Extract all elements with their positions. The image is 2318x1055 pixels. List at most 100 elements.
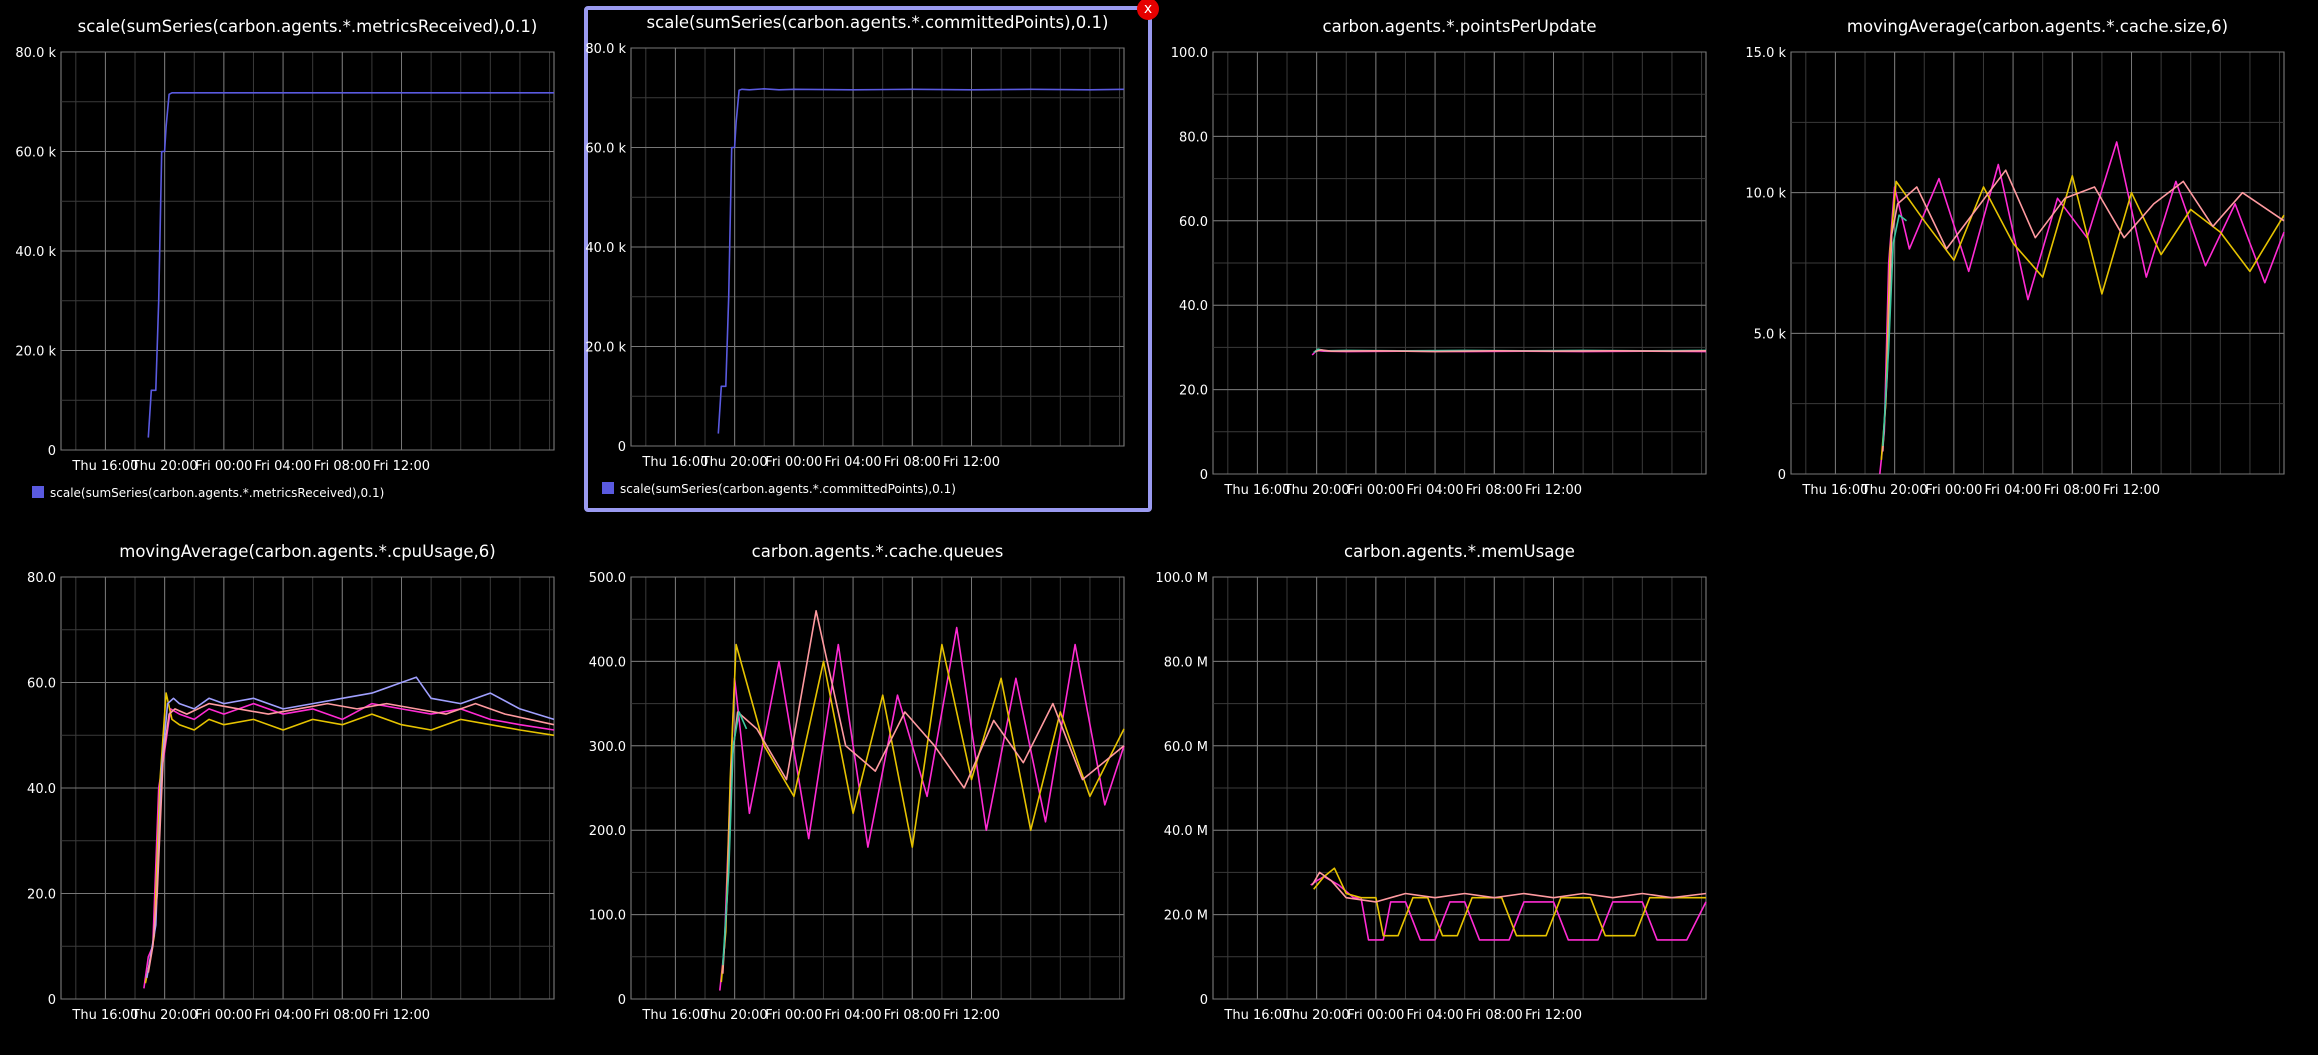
- y-tick-label: 0: [1200, 993, 1208, 1008]
- y-tick-label: 60.0 M: [1164, 740, 1208, 755]
- chart-title: movingAverage(carbon.agents.*.cpuUsage,6…: [119, 542, 495, 561]
- graph-panel-points-per-update[interactable]: carbon.agents.*.pointsPerUpdate 0 20.0 40.0…: [1166, 10, 1740, 530]
- x-tick-label: Fri 12:00: [943, 455, 1000, 470]
- y-tick-label: 0: [618, 993, 626, 1008]
- y-tick-label: 40.0 M: [1164, 824, 1208, 839]
- x-tick-label: Fri 12:00: [373, 1008, 430, 1023]
- graph-panel-committed-points[interactable]: scale(sumSeries(carbon.agents.*.committe…: [584, 6, 1152, 512]
- x-tick-label: Fri 00:00: [195, 459, 252, 474]
- y-tick-label: 0: [48, 444, 56, 459]
- chart-svg: scale(sumSeries(carbon.agents.*.committe…: [585, 13, 1125, 496]
- graph-panel-cache-size[interactable]: movingAverage(carbon.agents.*.cache.size…: [1744, 10, 2318, 530]
- x-tick-label: Thu 20:00: [701, 455, 768, 470]
- y-tick-label: 0: [1200, 468, 1208, 483]
- graph-panel-mem-usage[interactable]: carbon.agents.*.memUsage 0 20.0 M 40.0 M 60.…: [1155, 535, 1740, 1055]
- x-tick-label: Fri 00:00: [765, 455, 822, 470]
- y-tick-label: 80.0 M: [1164, 655, 1208, 670]
- x-tick-label: Fri 08:00: [884, 455, 941, 470]
- legend-label: scale(sumSeries(carbon.agents.*.committe…: [620, 482, 956, 496]
- x-tick-label: Thu 20:00: [701, 1008, 768, 1023]
- chart-title: carbon.agents.*.cache.queues: [752, 542, 1004, 561]
- series-line: [722, 711, 748, 966]
- series-line: [1879, 141, 2285, 475]
- y-tick-label: 60.0: [27, 677, 56, 692]
- y-tick-label: 0: [48, 993, 56, 1008]
- y-tick-label: 60.0: [1179, 215, 1208, 230]
- x-tick-label: Fri 12:00: [1525, 483, 1582, 498]
- y-tick-label: 20.0: [1179, 384, 1208, 399]
- x-tick-label: Thu 20:00: [1283, 1008, 1350, 1023]
- x-tick-label: Fri 08:00: [1466, 1008, 1523, 1023]
- y-tick-label: 5.0 k: [1754, 327, 1787, 342]
- y-tick-label: 40.0 k: [585, 241, 626, 256]
- chart-svg: movingAverage(carbon.agents.*.cache.size…: [1745, 17, 2285, 498]
- y-tick-label: 0: [1778, 468, 1786, 483]
- series-line: [717, 88, 1125, 434]
- y-tick-label: 300.0: [589, 740, 626, 755]
- series-line: [1314, 349, 1707, 353]
- x-tick-label: Fri 00:00: [1347, 483, 1404, 498]
- x-tick-label: Thu 16:00: [641, 1008, 708, 1023]
- series-line: [1310, 875, 1707, 941]
- x-tick-label: Thu 16:00: [641, 455, 708, 470]
- y-tick-label: 40.0: [27, 782, 56, 797]
- y-tick-label: 10.0 k: [1745, 187, 1786, 202]
- y-tick-label: 80.0 k: [585, 42, 626, 57]
- x-tick-label: Fri 12:00: [1525, 1008, 1582, 1023]
- y-tick-label: 20.0 k: [15, 345, 56, 360]
- chart-title: scale(sumSeries(carbon.agents.*.metricsR…: [78, 17, 538, 36]
- series-line: [722, 610, 1125, 974]
- series-line: [1313, 867, 1706, 937]
- chart-title: movingAverage(carbon.agents.*.cache.size…: [1847, 17, 2228, 36]
- series-line: [143, 702, 555, 989]
- x-tick-label: Fri 08:00: [2044, 483, 2101, 498]
- chart-svg: carbon.agents.*.cache.queues 0 100.0 200.0 3…: [589, 542, 1125, 1023]
- y-tick-label: 15.0 k: [1745, 46, 1786, 61]
- x-tick-label: Fri 08:00: [1466, 483, 1523, 498]
- series-line: [719, 626, 1125, 991]
- x-tick-label: Thu 20:00: [1861, 483, 1928, 498]
- x-tick-label: Thu 20:00: [1283, 483, 1350, 498]
- graph-panel-metrics-received[interactable]: scale(sumSeries(carbon.agents.*.metricsR…: [14, 10, 588, 530]
- x-tick-label: Fri 12:00: [2103, 483, 2160, 498]
- y-tick-label: 80.0: [27, 571, 56, 586]
- legend-swatch: [602, 482, 614, 494]
- series-line: [1311, 871, 1707, 903]
- x-tick-label: Fri 08:00: [884, 1008, 941, 1023]
- series-line: [720, 643, 1125, 983]
- chart-title: carbon.agents.*.memUsage: [1344, 542, 1575, 561]
- graph-panel-cache-queues[interactable]: carbon.agents.*.cache.queues 0 100.0 200.0 3…: [584, 535, 1158, 1055]
- chart-title: scale(sumSeries(carbon.agents.*.committe…: [647, 13, 1109, 32]
- chart-title: carbon.agents.*.pointsPerUpdate: [1323, 17, 1597, 36]
- series-line: [1882, 169, 2285, 452]
- chart-svg: scale(sumSeries(carbon.agents.*.metricsR…: [15, 17, 555, 500]
- legend-label: scale(sumSeries(carbon.agents.*.metricsR…: [50, 486, 384, 500]
- graph-panel-cpu-usage[interactable]: movingAverage(carbon.agents.*.cpuUsage,6…: [14, 535, 588, 1055]
- series-line: [147, 702, 555, 973]
- x-tick-label: Fri 00:00: [195, 1008, 252, 1023]
- x-tick-label: Fri 04:00: [1407, 483, 1464, 498]
- x-tick-label: Fri 00:00: [1925, 483, 1982, 498]
- x-tick-label: Thu 16:00: [1223, 1008, 1290, 1023]
- y-tick-label: 100.0: [1171, 46, 1208, 61]
- x-tick-label: Fri 04:00: [825, 1008, 882, 1023]
- x-tick-label: Fri 12:00: [373, 459, 430, 474]
- x-tick-label: Fri 00:00: [1347, 1008, 1404, 1023]
- legend-swatch: [32, 486, 44, 498]
- series-line: [1880, 175, 2285, 460]
- x-tick-label: Fri 04:00: [255, 1008, 312, 1023]
- series-line: [144, 692, 555, 984]
- x-tick-label: Fri 08:00: [314, 459, 371, 474]
- x-tick-label: Fri 04:00: [255, 459, 312, 474]
- chart-svg: movingAverage(carbon.agents.*.cpuUsage,6…: [27, 542, 555, 1023]
- y-tick-label: 40.0 k: [15, 245, 56, 260]
- x-tick-label: Fri 04:00: [1985, 483, 2042, 498]
- close-graph-button[interactable]: x: [1137, 0, 1159, 20]
- y-tick-label: 40.0: [1179, 299, 1208, 314]
- y-tick-label: 400.0: [589, 655, 626, 670]
- y-tick-label: 200.0: [589, 824, 626, 839]
- y-tick-label: 60.0 k: [15, 146, 56, 161]
- chart-svg: carbon.agents.*.pointsPerUpdate 0 20.0 40.0…: [1171, 17, 1707, 498]
- y-tick-label: 80.0 k: [15, 46, 56, 61]
- series-line: [146, 676, 555, 979]
